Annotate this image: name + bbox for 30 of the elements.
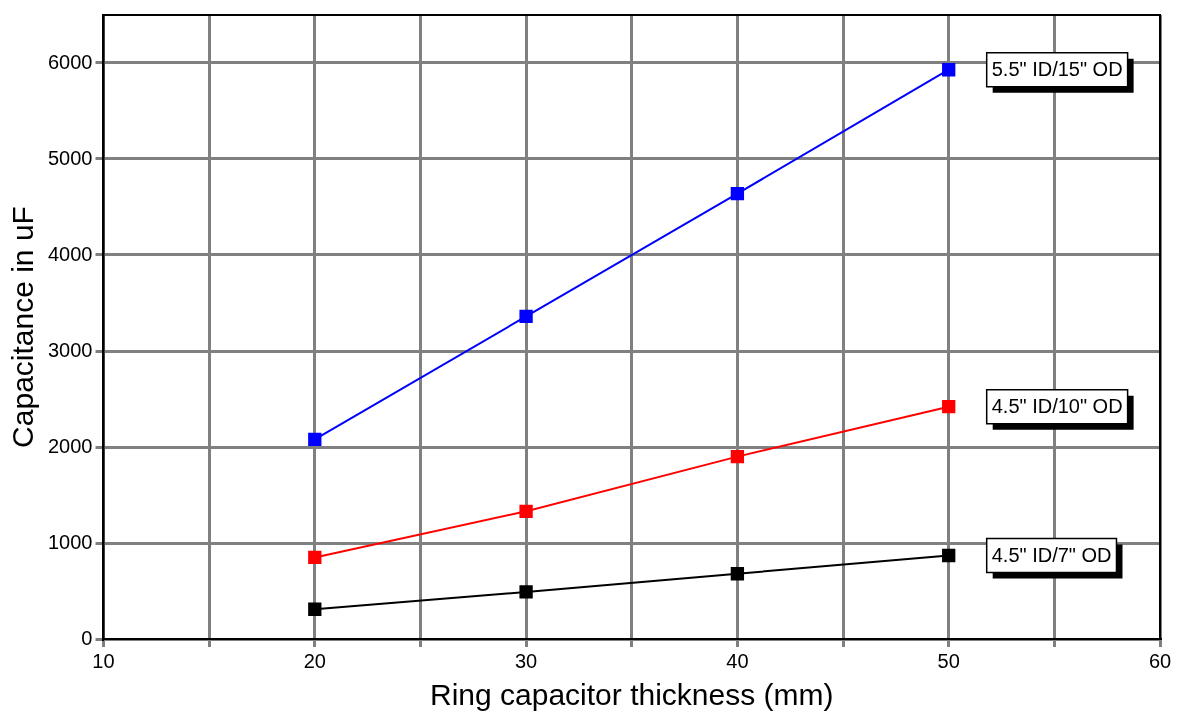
point — [519, 309, 533, 324]
point — [942, 400, 956, 414]
point — [308, 602, 322, 616]
y-axis-title: Capacitance in uF — [6, 206, 40, 448]
y-tick-label: 2000 — [47, 434, 93, 457]
x-axis-title: Ring capacitor thickness (mm) — [430, 678, 834, 712]
series-label: 4.5" ID/7" OD — [991, 544, 1112, 566]
y-tick-label: 4000 — [47, 242, 93, 265]
point — [308, 550, 322, 565]
y-tick-label: 3000 — [47, 338, 93, 361]
point — [519, 585, 533, 599]
x-tick-label: 40 — [726, 649, 749, 672]
x-tick-label: 50 — [937, 649, 960, 672]
x-tick-label: 20 — [303, 649, 326, 672]
point — [519, 504, 533, 518]
point — [730, 567, 745, 581]
y-tick-label: 0 — [81, 626, 93, 649]
y-tick-label: 1000 — [47, 530, 93, 553]
point — [942, 63, 956, 77]
point — [730, 449, 745, 464]
point — [730, 186, 745, 201]
y-tick-label: 6000 — [47, 50, 93, 73]
point — [308, 432, 322, 446]
point — [942, 548, 956, 563]
x-tick-label: 60 — [1148, 649, 1172, 672]
x-tick-label: 10 — [92, 649, 115, 672]
series-label: 5.5" ID/15" OD — [991, 58, 1123, 81]
x-tick-label: 30 — [514, 649, 538, 672]
y-tick-label: 5000 — [47, 146, 93, 169]
series-label: 4.5" ID/10" OD — [991, 395, 1123, 418]
